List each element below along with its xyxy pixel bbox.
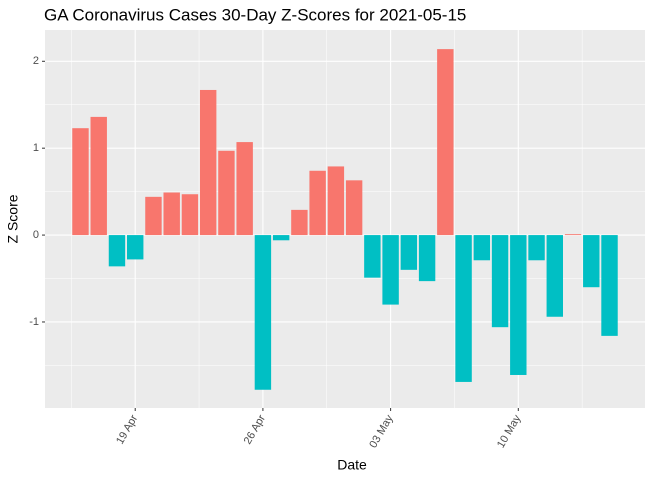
bar <box>199 89 217 236</box>
bar <box>382 235 399 305</box>
bar <box>163 192 180 236</box>
chart-title: GA Coronavirus Cases 30-Day Z-Scores for… <box>44 5 466 24</box>
y-tick-label: 0 <box>33 229 39 241</box>
bar <box>291 209 308 236</box>
bar <box>583 235 600 288</box>
bar <box>491 235 509 328</box>
bar <box>272 235 290 241</box>
y-tick-label: -1 <box>29 316 39 328</box>
bar <box>181 194 199 236</box>
bar <box>473 235 491 261</box>
bar <box>364 235 381 278</box>
bar <box>127 235 144 260</box>
bar <box>510 235 527 375</box>
bar <box>108 235 126 267</box>
x-axis-title: Date <box>337 457 367 473</box>
panel <box>45 30 645 408</box>
bar <box>437 49 454 236</box>
bar <box>546 235 563 317</box>
bar <box>218 150 235 236</box>
y-axis-title: Z Score <box>5 194 21 243</box>
bar <box>254 235 272 390</box>
bar <box>145 196 162 236</box>
bar <box>309 170 326 236</box>
bar <box>90 116 107 236</box>
bar <box>564 234 582 236</box>
bar <box>601 235 618 336</box>
bar <box>345 180 363 236</box>
bar <box>400 235 418 270</box>
bar <box>236 142 253 236</box>
bar <box>455 235 472 382</box>
y-tick-label: 2 <box>33 55 39 67</box>
bar <box>327 166 345 236</box>
bar <box>72 128 89 236</box>
bar <box>418 235 436 282</box>
bar <box>528 235 545 261</box>
y-tick-label: 1 <box>33 142 39 154</box>
